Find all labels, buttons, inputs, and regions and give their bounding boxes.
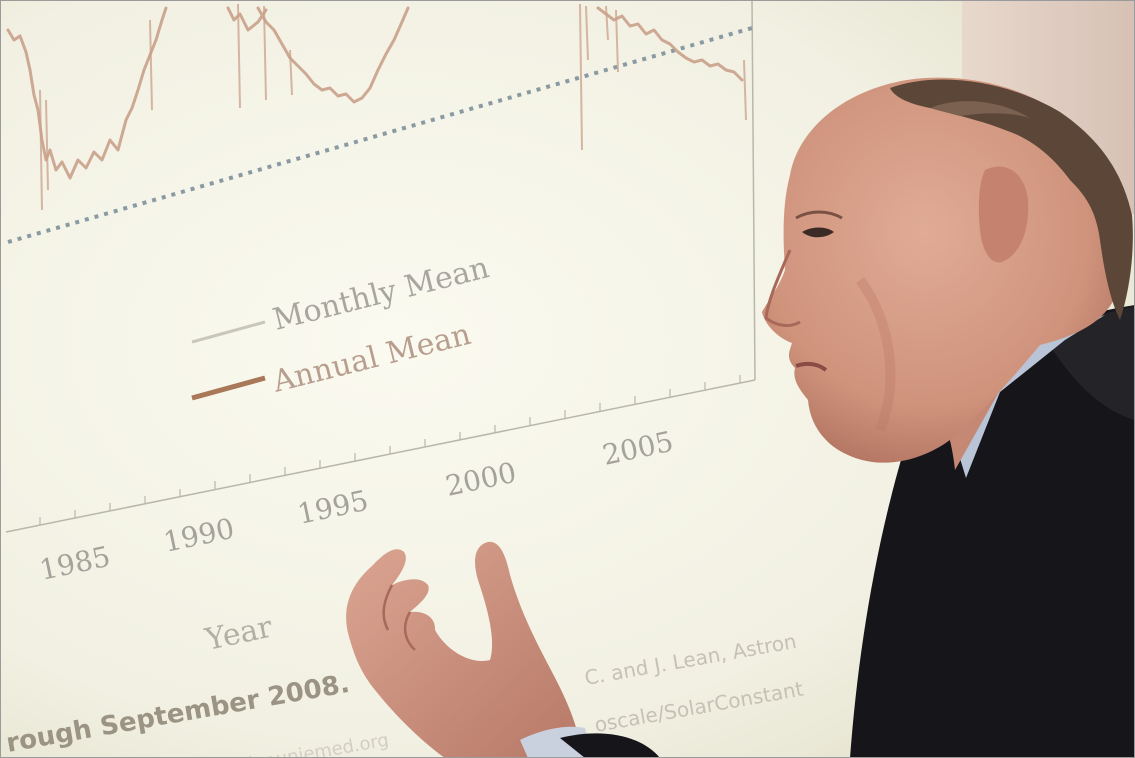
- speaker-head: [762, 77, 1125, 463]
- monthly-mean-curve: [39, 3, 747, 211]
- speaker-shirt-cuff: [520, 726, 592, 758]
- speaker-hand: [346, 541, 580, 758]
- speaker-sleeve: [560, 733, 660, 758]
- speaker-cheek-shading: [855, 277, 896, 432]
- speaker-nose: [764, 249, 801, 327]
- speaker-eyebrow: [795, 210, 843, 220]
- chart-bottom-axis: [5, 379, 756, 533]
- speaker-mouth: [795, 361, 828, 372]
- speaker-hair-highlight: [930, 101, 1030, 118]
- speaker-finger-line-2: [403, 611, 416, 651]
- speaker-hair: [890, 79, 1133, 321]
- speaker-eye: [802, 227, 834, 238]
- chart-right-axis: [751, 0, 756, 381]
- annual-mean-curve: [6, 6, 744, 180]
- speaker-ear: [978, 166, 1029, 263]
- chart-tick-marks: [39, 375, 741, 525]
- speaker: [346, 77, 1135, 758]
- speaker-finger-line-1: [382, 584, 394, 631]
- legend-monthly-swatch: [191, 320, 266, 344]
- legend-annual-swatch: [191, 375, 266, 401]
